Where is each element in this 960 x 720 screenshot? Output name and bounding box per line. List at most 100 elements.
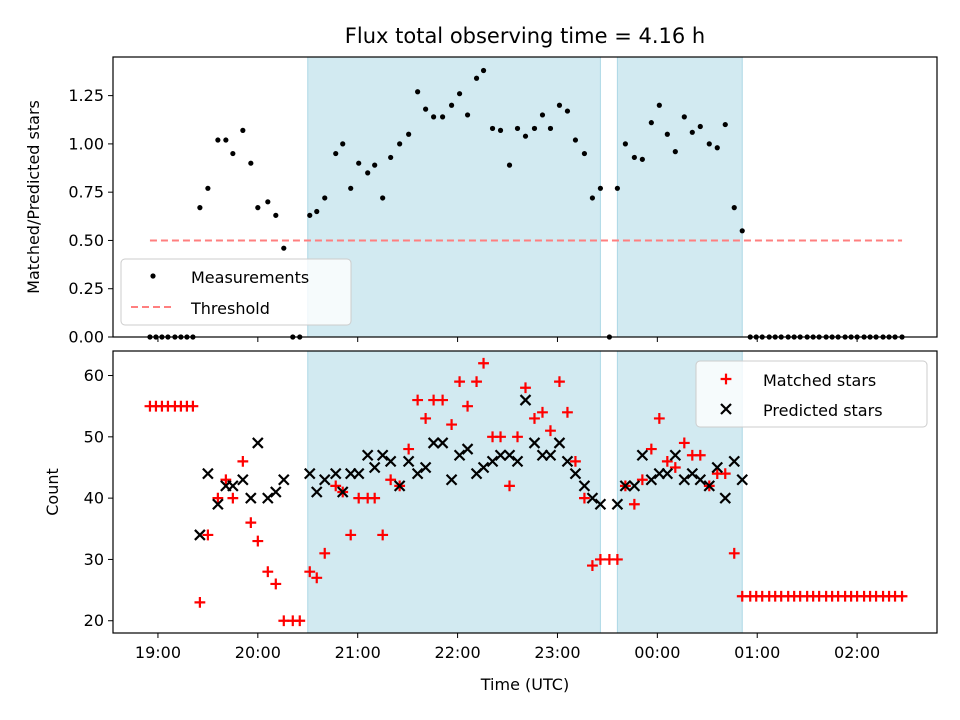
ratio-point	[597, 185, 604, 191]
count-point	[495, 431, 506, 443]
ratio-point	[656, 102, 662, 108]
ratio-point	[240, 127, 246, 133]
count-point	[503, 449, 516, 461]
ratio-point	[423, 106, 429, 112]
count-point	[569, 467, 582, 480]
ratio-point	[380, 195, 386, 201]
count-xtick-label: 19:00	[135, 643, 181, 662]
count-point	[262, 566, 274, 578]
count-point	[227, 480, 239, 492]
ratio-legend: Measurements Threshold	[120, 258, 352, 326]
count-point	[669, 449, 682, 461]
count-ytick-label: 40	[84, 489, 104, 508]
ratio-shaded-span	[616, 56, 743, 338]
ratio-point	[631, 154, 637, 161]
count-xtick-label: 22:00	[435, 643, 481, 662]
ratio-point	[372, 162, 378, 168]
count-point	[586, 492, 599, 504]
count-point	[436, 437, 449, 449]
ratio-ytick-label: 0.25	[68, 279, 104, 298]
count-point	[403, 443, 415, 455]
ratio-point	[388, 154, 394, 161]
count-point	[561, 455, 574, 468]
ratio-point	[697, 123, 703, 130]
count-point	[645, 443, 657, 455]
count-point	[636, 449, 649, 461]
ratio-point	[539, 112, 546, 118]
count-point	[445, 473, 458, 486]
ratio-point	[314, 208, 320, 215]
count-point	[202, 529, 214, 541]
count-point	[194, 596, 206, 608]
count-point	[212, 498, 224, 511]
count-shaded-span	[307, 350, 601, 634]
count-point	[519, 394, 532, 406]
ratio-point	[448, 102, 455, 108]
count-point	[544, 449, 557, 461]
count-point	[628, 480, 641, 492]
count-point	[478, 357, 489, 369]
count-point	[304, 566, 316, 578]
ratio-point	[581, 150, 588, 157]
count-series-plus	[144, 357, 908, 627]
count-point	[427, 437, 440, 449]
count-point	[262, 492, 274, 504]
legend-box	[120, 258, 352, 326]
ratio-point	[473, 75, 480, 81]
ratio-ytick-label: 1.00	[68, 134, 104, 153]
count-ytick-label: 50	[84, 427, 104, 446]
ratio-point	[340, 141, 346, 147]
count-point	[896, 590, 908, 602]
count-point	[252, 535, 264, 547]
ratio-point	[307, 212, 313, 218]
count-point	[420, 413, 432, 424]
count-point	[736, 473, 749, 486]
count-point	[619, 480, 632, 492]
count-xtick-label: 02:00	[834, 643, 880, 662]
count-ytick-label: 60	[84, 366, 104, 385]
count-point	[336, 486, 349, 498]
count-point	[446, 419, 457, 430]
ratio-point	[522, 133, 529, 139]
count-point	[376, 449, 389, 461]
count-point	[711, 461, 724, 474]
ratio-ytick-label: 0.50	[68, 231, 104, 250]
count-point	[545, 425, 556, 437]
ratio-point	[664, 131, 670, 137]
count-point	[471, 376, 482, 388]
figure-title: Flux total observing time = 4.16 h	[345, 24, 705, 48]
count-point	[686, 467, 699, 480]
ratio-point	[348, 185, 354, 191]
ratio-point	[572, 137, 579, 143]
ratio-panel: 0.00 0.25 0.50 0.75 1.00 1.25 Matched/Predicte…	[24, 56, 938, 347]
count-xtick-label: 20:00	[235, 643, 281, 662]
count-point	[202, 467, 214, 480]
count-xtick-label: 01:00	[734, 643, 780, 662]
count-point	[504, 480, 515, 492]
count-point	[385, 474, 397, 486]
count-shaded-span	[616, 350, 743, 634]
ratio-point	[431, 114, 437, 120]
count-point	[270, 486, 282, 498]
count-point	[461, 443, 474, 455]
count-point	[553, 437, 566, 449]
count-point	[578, 480, 591, 492]
count-point	[694, 449, 706, 461]
ratio-ytick-label: 0.00	[68, 328, 104, 347]
ratio-point	[547, 125, 554, 132]
count-ytick-label: 30	[84, 550, 104, 569]
count-point	[494, 449, 507, 461]
ratio-point	[215, 137, 221, 143]
count-point	[511, 455, 524, 468]
ratio-point	[255, 205, 261, 211]
count-point	[194, 529, 206, 541]
ratio-point	[639, 156, 645, 162]
count-point	[678, 437, 690, 449]
count-series-x	[194, 394, 749, 541]
ratio-point	[739, 228, 745, 234]
legend-marker-predicted	[720, 403, 732, 415]
ratio-ytick-label: 0.75	[68, 183, 104, 202]
ratio-point	[322, 195, 328, 201]
legend-label-measurements: Measurements	[191, 268, 309, 287]
